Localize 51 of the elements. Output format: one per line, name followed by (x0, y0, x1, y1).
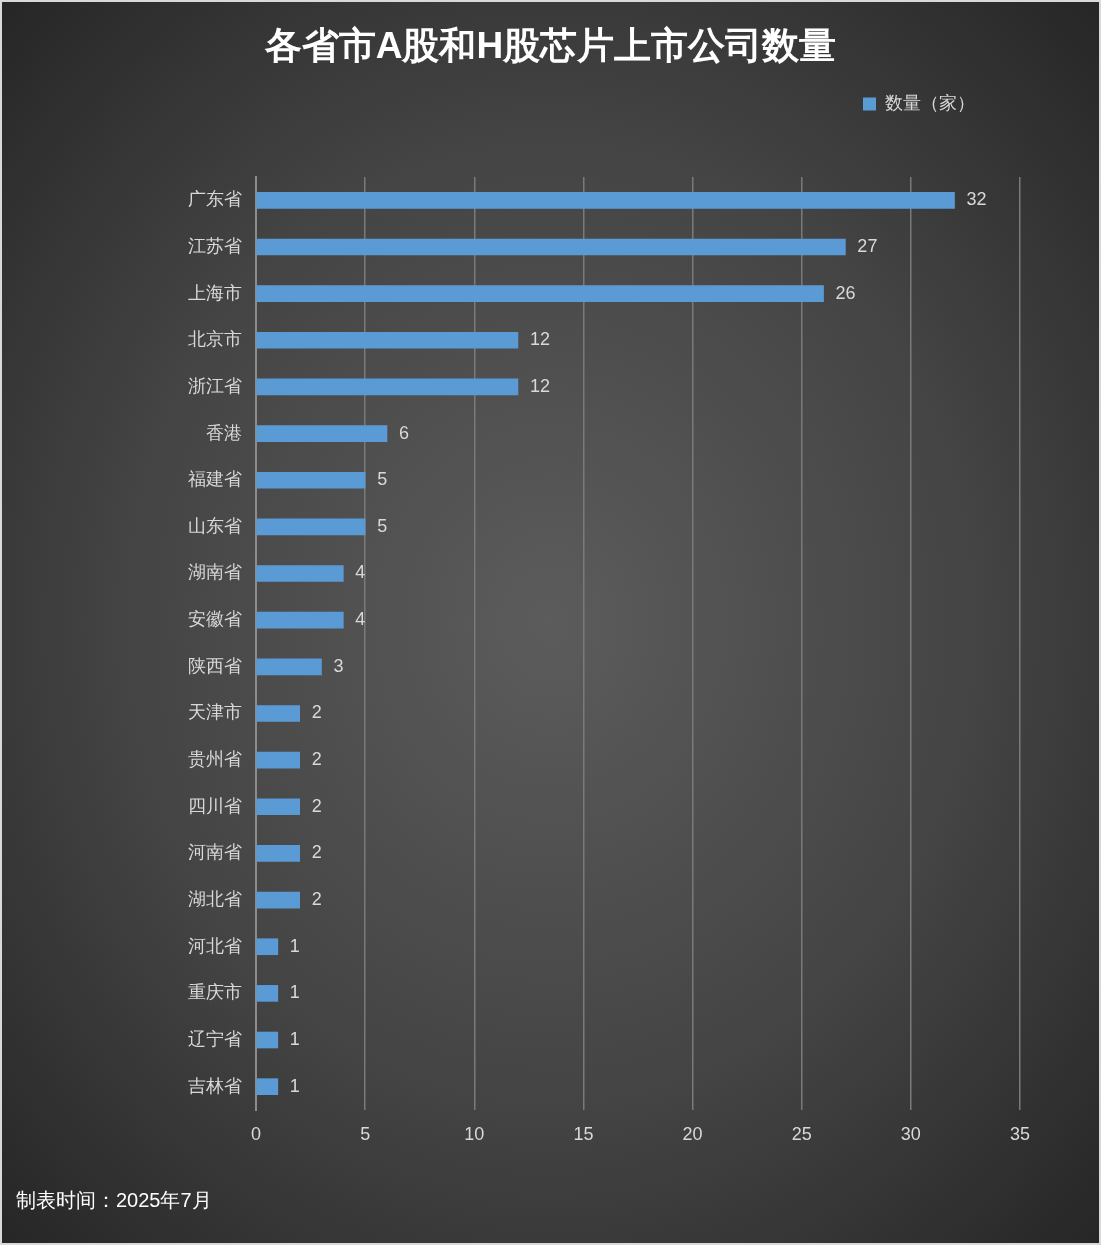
x-tick-label: 35 (1009, 1123, 1031, 1144)
x-tick-label: 0 (250, 1123, 262, 1144)
y-tick-label: 四川省 (188, 795, 242, 816)
y-tick-label: 广东省 (188, 189, 242, 210)
data-label: 1 (289, 982, 300, 1003)
data-label: 1 (289, 1028, 300, 1049)
y-tick-label: 江苏省 (188, 235, 242, 256)
y-tick-label: 吉林省 (188, 1075, 242, 1096)
data-label: 2 (311, 702, 322, 723)
x-tick-label: 15 (573, 1123, 594, 1144)
data-label: 5 (377, 515, 388, 536)
data-label: 26 (835, 282, 856, 303)
data-label: 1 (289, 1075, 300, 1096)
data-label: 12 (529, 329, 550, 350)
data-label: 27 (857, 235, 878, 256)
x-tick-label: 5 (360, 1123, 371, 1144)
data-label: 2 (311, 749, 322, 770)
data-label: 32 (966, 189, 987, 210)
data-label: 2 (311, 842, 322, 863)
text: 制表时间：2025年7月 (16, 1188, 212, 1213)
legend-label: 数量（家） (885, 92, 975, 113)
y-tick-label: 贵州省 (188, 749, 242, 770)
data-label: 5 (377, 469, 388, 490)
y-tick-label: 山东省 (188, 515, 242, 536)
x-tick-label: 30 (900, 1123, 921, 1144)
x-tick-label: 25 (791, 1123, 812, 1144)
y-tick-label: 河北省 (188, 935, 242, 956)
y-tick-label: 湖北省 (188, 889, 242, 910)
y-tick-label: 陕西省 (188, 655, 242, 676)
y-tick-label: 河南省 (188, 842, 242, 863)
x-tick-label: 10 (464, 1123, 485, 1144)
x-tick-label: 20 (682, 1123, 703, 1144)
data-label: 6 (398, 422, 409, 443)
y-tick-label: 辽宁省 (188, 1028, 242, 1049)
data-label: 2 (311, 795, 322, 816)
data-label: 1 (289, 935, 300, 956)
y-tick-label: 浙江省 (188, 375, 242, 396)
data-label: 12 (529, 375, 550, 396)
data-label: 4 (355, 609, 366, 630)
y-tick-label: 重庆市 (188, 982, 242, 1003)
y-tick-label: 上海市 (188, 282, 242, 303)
data-label: 2 (311, 889, 322, 910)
y-tick-label: 香港 (206, 422, 242, 443)
y-tick-label: 福建省 (188, 469, 242, 490)
y-tick-label: 北京市 (188, 329, 242, 350)
chart-title: 各省市A股和H股芯片上市公司数量 (263, 24, 838, 68)
data-label: 4 (355, 562, 366, 583)
y-tick-label: 安徽省 (188, 609, 242, 630)
y-tick-label: 湖南省 (188, 562, 242, 583)
data-label: 3 (333, 655, 344, 676)
y-tick-label: 天津市 (188, 702, 242, 723)
